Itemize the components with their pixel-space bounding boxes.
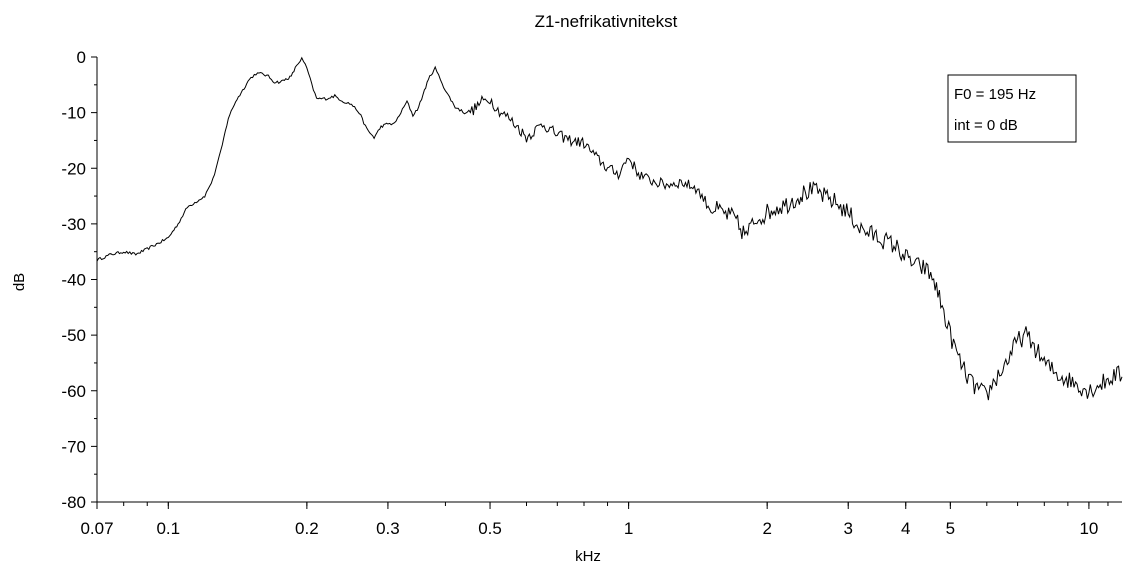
y-tick-label: -70 bbox=[61, 437, 86, 456]
x-tick-label: 2 bbox=[762, 519, 771, 538]
axes: 0 -10 -20 -30 -40 -50 -60 -70 -80 0.07 0.1 0.2 0.3 0.… bbox=[61, 48, 1122, 538]
x-axis-label: kHz bbox=[575, 548, 601, 565]
y-tick-label: -60 bbox=[61, 382, 86, 401]
y-tick-label: -10 bbox=[61, 104, 86, 123]
x-tick-label: 4 bbox=[901, 519, 910, 538]
x-tick-label: 0.3 bbox=[376, 519, 400, 538]
x-tick-label: 3 bbox=[843, 519, 852, 538]
y-tick-label: -40 bbox=[61, 271, 86, 290]
y-tick-label: -80 bbox=[61, 493, 86, 512]
spectrum-line-0 bbox=[96, 56, 1123, 401]
chart-title: Z1-nefrikativnitekst bbox=[535, 12, 678, 31]
y-tick-label: -50 bbox=[61, 326, 86, 345]
x-tick-label: 1 bbox=[624, 519, 633, 538]
y-tick-label: -20 bbox=[61, 159, 86, 178]
x-tick-label: 0.07 bbox=[80, 519, 113, 538]
legend-box: F0 = 195 Hz int = 0 dB bbox=[947, 74, 1077, 143]
legend-frame bbox=[947, 74, 1077, 143]
y-tick-label: -30 bbox=[61, 215, 86, 234]
legend-line-f0: F0 = 195 Hz bbox=[954, 86, 1036, 103]
legend-line-int: int = 0 dB bbox=[954, 117, 1018, 134]
series-layer bbox=[96, 56, 1123, 401]
x-tick-label: 10 bbox=[1079, 519, 1098, 538]
y-axis-label: dB bbox=[11, 273, 28, 291]
x-tick-label: 0.1 bbox=[156, 519, 180, 538]
x-tick-label: 0.2 bbox=[295, 519, 319, 538]
x-tick-label: 0.5 bbox=[478, 519, 502, 538]
y-tick-label: 0 bbox=[77, 48, 86, 67]
x-tick-label: 5 bbox=[946, 519, 955, 538]
